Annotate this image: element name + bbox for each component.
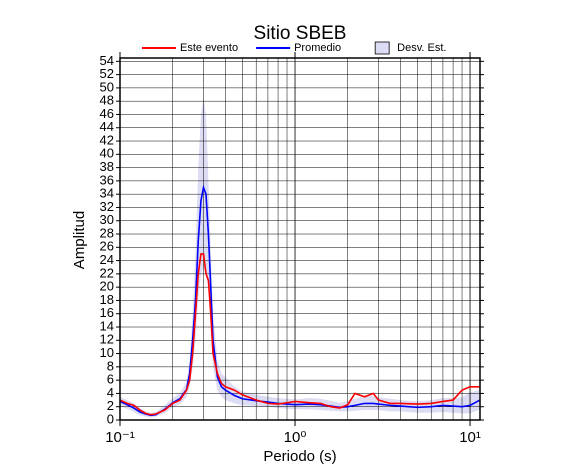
y-axis-label: Amplitud — [71, 211, 88, 269]
legend-label: Promedio — [294, 42, 341, 54]
y-tick-label: 50 — [100, 79, 114, 94]
legend-label: Este evento — [180, 42, 238, 54]
y-tick-label: 52 — [100, 66, 114, 81]
y-tick-label: 12 — [100, 332, 114, 347]
legend-swatch — [374, 41, 390, 55]
x-tick-label: 10¹ — [459, 429, 481, 446]
y-tick-label: 2 — [107, 398, 114, 413]
series-line — [119, 184, 481, 417]
y-tick-label: 26 — [100, 239, 114, 254]
x-tick-label: 10⁰ — [284, 429, 307, 446]
y-tick-label: 44 — [100, 119, 114, 134]
y-tick-label: 48 — [100, 93, 114, 108]
x-tick-label: 10⁻¹ — [105, 429, 135, 446]
y-tick-label: 18 — [100, 292, 114, 307]
y-tick-label: 38 — [100, 159, 114, 174]
y-tick-label: 54 — [100, 53, 114, 68]
y-tick-label: 42 — [100, 132, 114, 147]
y-tick-label: 28 — [100, 225, 114, 240]
std-band — [120, 97, 480, 418]
legend-label: Desv. Est. — [397, 42, 446, 54]
y-tick-label: 20 — [100, 279, 114, 294]
series-line — [119, 253, 480, 416]
y-tick-label: 8 — [107, 358, 114, 373]
plot-frame — [119, 57, 481, 421]
y-tick-label: 30 — [100, 212, 114, 227]
y-tick-label: 40 — [100, 146, 114, 161]
x-axis-label: Periodo (s) — [263, 448, 336, 465]
y-tick-label: 46 — [100, 106, 114, 121]
y-tick-label: 10 — [100, 345, 114, 360]
y-tick-label: 0 — [107, 411, 114, 426]
y-tick-label: 32 — [100, 199, 114, 214]
y-tick-label: 36 — [100, 172, 114, 187]
y-tick-label: 16 — [100, 305, 114, 320]
y-tick-label: 22 — [100, 265, 114, 280]
y-tick-label: 14 — [100, 318, 114, 333]
y-tick-label: 4 — [107, 385, 114, 400]
chart-title: Sitio SBEB — [254, 23, 347, 44]
y-tick-label: 34 — [100, 186, 114, 201]
y-tick-label: 6 — [107, 372, 114, 387]
y-tick-label: 24 — [100, 252, 114, 267]
